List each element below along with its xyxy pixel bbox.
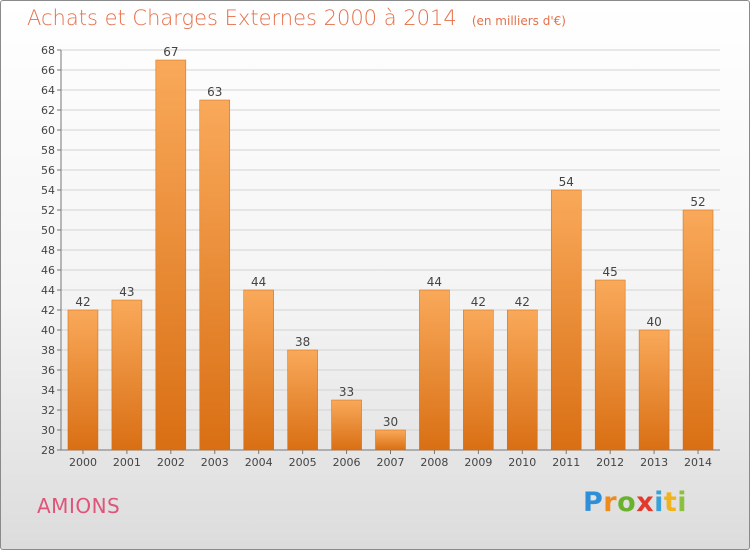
y-tick-label: 52 [41,204,55,217]
y-tick-label: 34 [41,384,55,397]
y-tick-label: 48 [41,244,55,257]
logo-letter: x [636,487,655,518]
chart-subtitle: (en milliers d'€) [471,14,566,28]
data-label: 40 [646,315,661,329]
bar-2008 [419,289,450,451]
y-tick-label: 30 [41,424,55,437]
x-tick-label: 2010 [508,456,536,469]
bar-2014 [682,209,714,451]
y-tick-label: 60 [41,124,55,137]
place-name: AMIONS [37,494,121,518]
bar-2013 [638,329,670,451]
x-tick-label: 2007 [377,456,405,469]
bar-2000 [67,309,99,451]
bar-2010 [507,309,538,451]
data-label: 33 [339,385,354,399]
y-tick-label: 28 [41,444,55,457]
bar-2005 [287,349,318,451]
x-tick-label: 2012 [596,456,624,469]
x-tick-label: 2006 [333,456,361,469]
x-tick-label: 2003 [201,456,229,469]
x-tick-label: 2011 [552,456,580,469]
logo-letter: t [663,487,678,518]
bar-2001 [111,299,143,451]
chart-header: Achats et Charges Externes 2000 à 2014 (… [27,6,566,30]
data-label: 54 [559,175,574,189]
y-tick-label: 32 [41,404,55,417]
data-label: 38 [295,335,310,349]
y-tick-label: 58 [41,144,55,157]
y-tick-label: 42 [41,304,55,317]
data-label: 30 [383,415,398,429]
y-tick-label: 36 [41,364,55,377]
data-label: 52 [690,195,705,209]
bar-2011 [550,189,582,451]
data-label: 63 [207,85,222,99]
y-tick-label: 56 [41,164,55,177]
bar-2006 [331,399,362,451]
data-label: 44 [427,275,442,289]
logo-letter: i [654,487,664,518]
y-tick-label: 38 [41,344,55,357]
x-tick-label: 2001 [113,456,141,469]
proxiti-logo: Proxiti [583,487,687,518]
data-label: 42 [515,295,530,309]
logo-letter: r [603,487,618,518]
data-label: 42 [471,295,486,309]
y-tick-label: 62 [41,104,55,117]
data-label: 67 [163,45,178,59]
y-tick-label: 44 [41,284,55,297]
bar-2003 [199,99,231,451]
data-label: 42 [75,295,90,309]
labels-layer: 42 2000 43 2001 67 2002 63 2003 44 2004 38 2005 33 20… [69,45,712,469]
x-tick-label: 2013 [640,456,668,469]
x-tick-label: 2014 [684,456,712,469]
data-label: 45 [603,265,618,279]
x-tick-label: 2004 [245,456,273,469]
data-label: 44 [251,275,266,289]
bar-2012 [594,279,626,451]
bar-2009 [463,309,494,451]
bar-2007 [375,429,406,451]
x-tick-label: 2000 [69,456,97,469]
logo-letter: P [583,487,604,518]
x-tick-label: 2008 [420,456,448,469]
bar-2004 [243,289,274,451]
logo-letter: o [617,487,637,518]
y-tick-label: 54 [41,184,55,197]
bar-2002 [155,59,187,451]
x-tick-label: 2009 [464,456,492,469]
bars-layer [67,59,714,451]
y-tick-label: 40 [41,324,55,337]
x-tick-label: 2002 [157,456,185,469]
x-tick-label: 2005 [289,456,317,469]
chart-title: Achats et Charges Externes 2000 à 2014 [27,6,457,30]
y-tick-label: 64 [41,84,55,97]
y-tick-label: 50 [41,224,55,237]
y-tick-label: 46 [41,264,55,277]
y-tick-label: 68 [41,44,55,57]
logo-letter: i [677,487,688,518]
data-label: 43 [119,285,134,299]
y-tick-label: 66 [41,64,55,77]
